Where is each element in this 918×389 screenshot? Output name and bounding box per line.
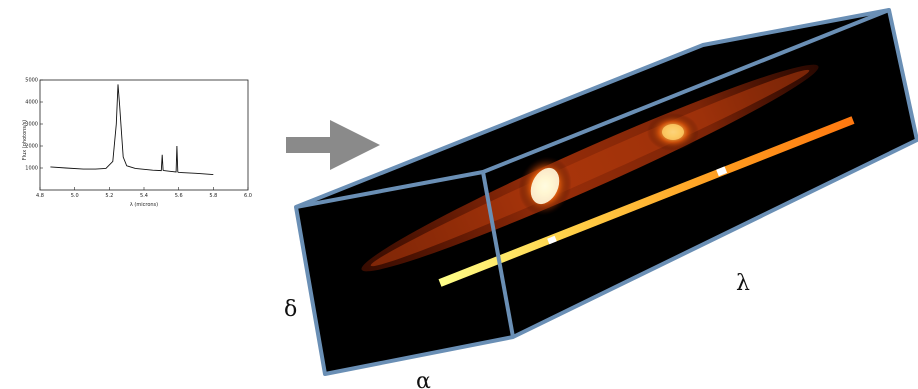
axis-label-delta: δ [284,297,297,322]
axis-label-lambda: λ [736,271,750,296]
axis-label-alpha: α [416,369,431,389]
data-cube [296,10,917,374]
arrow-icon [286,120,380,170]
